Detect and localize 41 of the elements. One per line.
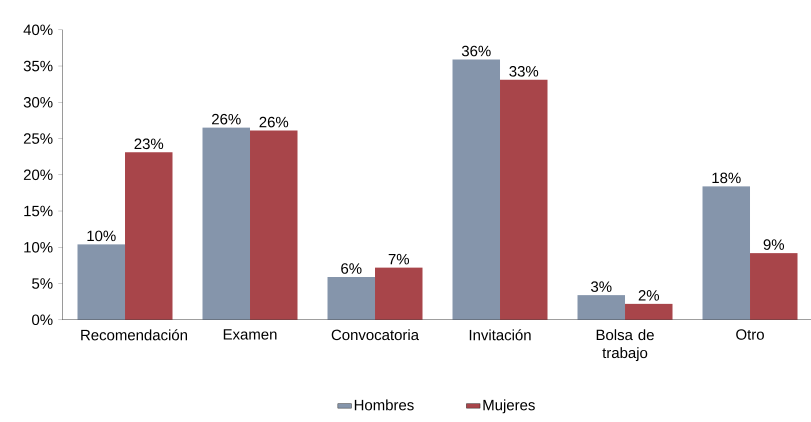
y-tick-label: 35%: [24, 60, 53, 72]
data-label: 26%: [212, 114, 241, 124]
bar: [375, 268, 423, 320]
bar: [750, 253, 798, 320]
bar: [328, 277, 376, 320]
bar: [578, 295, 626, 320]
x-tick-label: Convocatoria: [332, 329, 420, 340]
bar: [202, 128, 250, 320]
x-tick-label: Recomendación: [81, 329, 188, 340]
data-label: 18%: [712, 172, 741, 184]
x-tick-label: Invitación: [470, 329, 531, 340]
data-label: 36%: [462, 46, 491, 56]
x-tick-label: Bolsa de trabajo: [596, 329, 654, 362]
data-label: 7%: [388, 254, 410, 264]
bar: [500, 80, 548, 320]
x-tick-label: Examen: [224, 329, 276, 340]
bar: [702, 186, 750, 320]
y-tick-label: 5%: [32, 278, 53, 289]
bar: [125, 152, 173, 320]
y-tick-label: 10%: [24, 242, 53, 253]
bar: [625, 304, 673, 320]
data-label: 33%: [509, 66, 538, 77]
legend-label: Hombres: [354, 399, 414, 410]
data-label: 6%: [341, 263, 362, 274]
data-label: 10%: [87, 230, 116, 242]
data-label: 9%: [764, 239, 784, 250]
y-tick-label: 30%: [24, 96, 53, 108]
y-tick-label: 15%: [24, 206, 53, 216]
data-label: 3%: [591, 281, 612, 292]
data-label: 23%: [134, 138, 164, 150]
y-tick-label: 40%: [24, 24, 53, 36]
bar: [78, 244, 126, 320]
y-tick-label: 20%: [24, 169, 53, 180]
data-label: 2%: [638, 290, 660, 301]
data-label: 26%: [260, 116, 288, 128]
y-tick-label: 25%: [24, 133, 53, 144]
y-tick-label: 0%: [32, 314, 53, 326]
x-tick-label: Otro: [736, 329, 764, 340]
legend-label: Mujeres: [483, 399, 535, 414]
bar: [250, 130, 298, 320]
bar: [452, 60, 500, 320]
